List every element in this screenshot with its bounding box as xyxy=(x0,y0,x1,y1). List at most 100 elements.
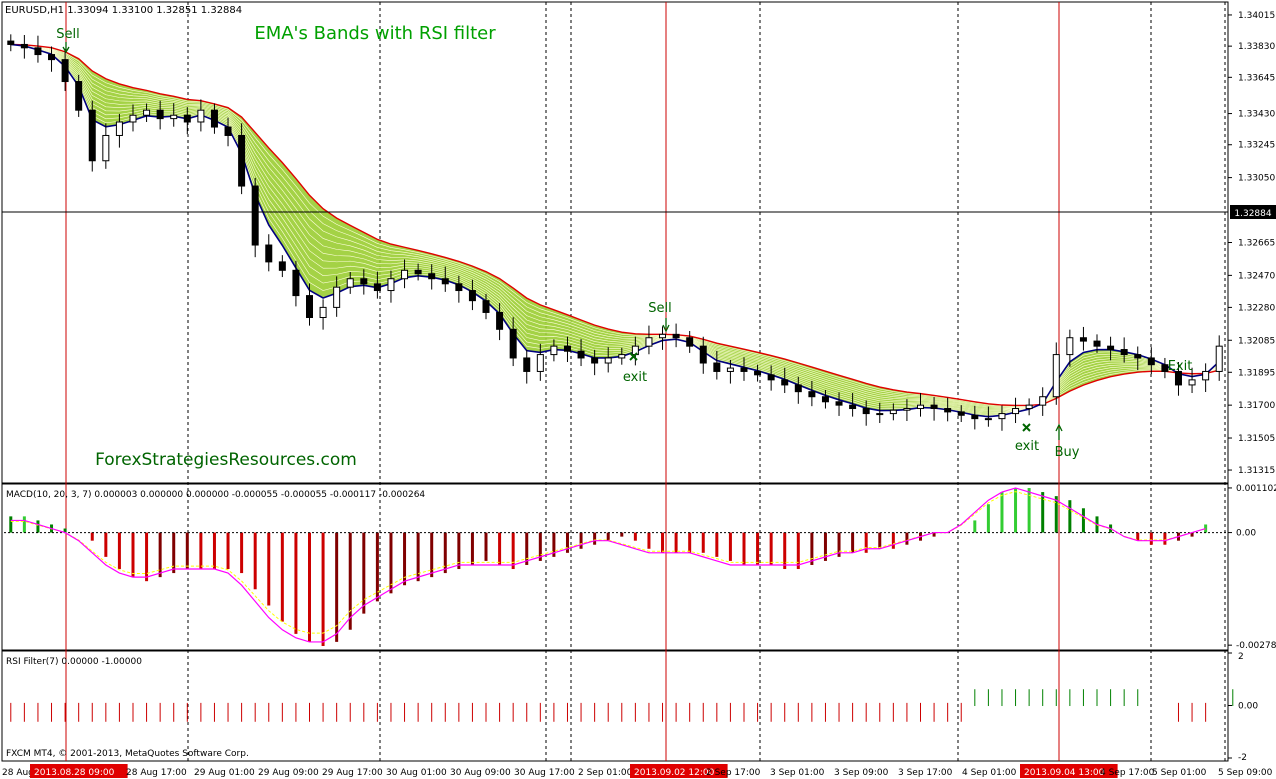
price-tick-label: 1.33050 xyxy=(1238,174,1275,184)
macd-header: MACD(10, 20, 3, 7) 0.000003 0.000000 0.0… xyxy=(6,490,425,500)
candle-bear xyxy=(482,300,490,313)
candle-bear xyxy=(1147,357,1155,366)
time-tick-label: 3 Sep 01:00 xyxy=(770,768,825,778)
time-tick-label: 3 Sep 17:00 xyxy=(898,768,953,778)
candle-bull xyxy=(1066,337,1074,356)
candle-bear xyxy=(238,134,246,187)
candle-bear xyxy=(971,414,979,420)
rsi-header: RSI Filter(7) 0.00000 -1.00000 xyxy=(6,657,142,667)
candle-bear xyxy=(577,350,585,359)
date-marker xyxy=(30,764,128,778)
candle-bull xyxy=(401,269,409,280)
macd-tick-label: 0.00 xyxy=(1236,529,1256,539)
candle-bull xyxy=(102,134,110,162)
price-tick-label: 1.34015 xyxy=(1238,11,1275,21)
down-arrow-icon xyxy=(662,318,670,333)
macd-lines xyxy=(10,487,1206,643)
candle-bear xyxy=(292,269,300,297)
candle-bull xyxy=(917,404,924,410)
candle-bull xyxy=(876,413,884,416)
candle-bear xyxy=(61,59,69,83)
candle-bull xyxy=(726,367,734,372)
annotation-sell-2: Sell xyxy=(648,301,672,333)
price-tick-label: 1.33830 xyxy=(1238,42,1275,52)
candle-bear xyxy=(686,337,694,347)
macd-signal-line xyxy=(10,487,1206,643)
candle-bear xyxy=(1093,340,1101,347)
buy-label: Buy xyxy=(1055,445,1080,460)
time-tick-label: 30 Aug 01:00 xyxy=(386,768,447,778)
time-tick-label: 29 Aug 17:00 xyxy=(322,768,383,778)
candle-bear xyxy=(210,109,218,128)
price-tick-label: 1.31315 xyxy=(1238,466,1275,476)
time-tick-label: 29 Aug 09:00 xyxy=(258,768,319,778)
candle-bull xyxy=(333,286,341,308)
candle-bear xyxy=(75,81,83,111)
candle-bear xyxy=(713,362,721,372)
price-tick-label: 1.31700 xyxy=(1238,401,1275,411)
candle-bull xyxy=(659,333,667,339)
candle-bull xyxy=(618,354,626,359)
candle-bear xyxy=(34,47,42,56)
exit-label: exit xyxy=(623,370,647,385)
candle-bear xyxy=(672,333,680,339)
candle-bear xyxy=(754,370,762,376)
ema-band-line xyxy=(10,44,1220,409)
candle-bull xyxy=(387,278,395,292)
candle-bear xyxy=(740,367,748,372)
candle-bear xyxy=(468,290,476,302)
candle-bull xyxy=(143,109,151,116)
candle-bear xyxy=(563,345,571,352)
candle-bear xyxy=(1079,337,1087,342)
candle-bull xyxy=(604,357,612,364)
candles xyxy=(7,34,1223,431)
time-tick-label: 4 Sep 17:00 xyxy=(1100,768,1155,778)
candle-bull xyxy=(129,114,137,123)
candle-bull xyxy=(1215,345,1223,372)
annotation-exit-3: Exit xyxy=(1168,359,1193,374)
exit-label: exit xyxy=(1015,439,1039,454)
candle-bear xyxy=(183,114,191,123)
candle-bear xyxy=(428,273,436,280)
time-tick-label: 30 Aug 17:00 xyxy=(514,768,575,778)
candle-bear xyxy=(509,328,517,359)
down-arrow-icon xyxy=(62,42,70,54)
watermark-text: ForexStrategiesResources.com xyxy=(95,450,357,470)
candle-bull xyxy=(1012,408,1020,415)
candle-bull xyxy=(170,114,178,120)
time-tick-label: 28 Aug 17:00 xyxy=(126,768,187,778)
symbol-header: EURUSD,H1 1.33094 1.33100 1.32851 1.3288… xyxy=(5,5,242,16)
candle-bear xyxy=(699,345,707,364)
candle-bear xyxy=(360,278,368,285)
date-marker-label: 2013.09.02 12:00 xyxy=(634,768,715,778)
candle-bull xyxy=(550,345,558,356)
rsi-tick-label: 2 xyxy=(1238,652,1244,662)
annotation-sell-1: Sell xyxy=(56,27,80,54)
time-tick-label: 3 Sep 09:00 xyxy=(834,768,889,778)
candle-bull xyxy=(1188,379,1196,386)
candle-bear xyxy=(808,391,816,398)
candle-bull xyxy=(998,413,1006,420)
candle-bull xyxy=(645,337,653,347)
ema-band-line xyxy=(10,44,1220,408)
candle-bear xyxy=(496,311,504,330)
candle-bear xyxy=(7,40,15,45)
candle-bear xyxy=(930,404,938,410)
price-axis: 1.34015 1.33830 1.33645 1.33430 1.33245 1.330… xyxy=(1228,11,1276,763)
candle-bear xyxy=(1161,364,1169,372)
candle-bull xyxy=(346,278,354,288)
sell-label: Sell xyxy=(56,27,79,42)
ema-slow-line xyxy=(10,43,1220,407)
current-price-label: 1.32884 xyxy=(1234,209,1271,219)
candle-bear xyxy=(781,379,789,386)
candle-bull xyxy=(115,121,123,136)
candle-bull xyxy=(1052,354,1060,398)
candle-bull xyxy=(1202,370,1210,381)
price-tick-label: 1.33245 xyxy=(1238,141,1275,151)
candle-bear xyxy=(1107,345,1115,351)
candle-bear xyxy=(862,408,870,415)
date-marker xyxy=(630,764,728,778)
sell-label: Sell xyxy=(648,301,671,316)
